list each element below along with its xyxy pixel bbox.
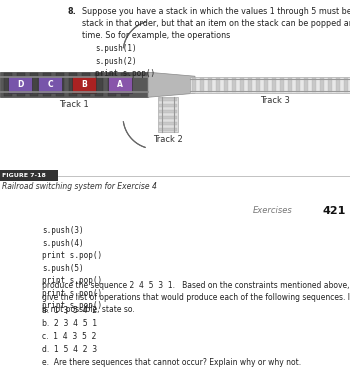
Bar [320,78,324,92]
Bar [159,116,177,119]
Text: c.  1  4  3  5  2: c. 1 4 3 5 2 [42,332,96,341]
Bar [121,73,129,96]
Bar [288,78,292,92]
Bar [336,78,340,92]
Bar [4,73,12,96]
Text: FIGURE 7-18: FIGURE 7-18 [2,173,46,178]
Bar [272,78,276,92]
Bar [158,97,178,132]
Bar [95,73,103,96]
Bar [328,78,332,92]
Bar [159,123,177,125]
Text: e.  Are there sequences that cannot occur? Explain why or why not.: e. Are there sequences that cannot occur… [42,358,301,367]
Bar [30,73,38,96]
Bar [216,78,220,92]
Bar [56,73,64,96]
Text: Track 3: Track 3 [260,96,290,105]
Text: a.  1  3  5  4  2: a. 1 3 5 4 2 [42,306,97,315]
Bar [38,76,62,93]
Text: Track 2: Track 2 [153,135,183,144]
Text: 421: 421 [323,206,346,216]
Bar [240,78,244,92]
Bar [224,78,228,92]
Bar [159,110,177,113]
Bar [280,78,284,92]
Bar [312,78,316,92]
Bar [72,76,96,93]
Text: A: A [117,80,123,89]
Polygon shape [148,72,195,97]
Text: Track 1: Track 1 [59,100,89,109]
Bar [159,128,177,131]
Bar [256,78,260,92]
Bar [82,73,90,96]
Bar [8,76,32,93]
Bar [264,78,268,92]
Bar [296,78,300,92]
Text: produce the sequence 2  4  5  3  1.   Based on the constraints mentioned above,
: produce the sequence 2 4 5 3 1. Based on… [42,281,350,314]
Bar [248,78,252,92]
Bar [344,78,348,92]
Bar [0,72,148,97]
Text: B: B [81,80,87,89]
Bar [200,78,204,92]
Bar [159,104,177,107]
Bar [108,76,132,93]
Bar [0,170,58,180]
Bar [208,78,212,92]
Bar [108,73,116,96]
Text: D: D [17,80,23,89]
Bar [69,73,77,96]
Text: Exercises: Exercises [253,206,293,215]
Bar [232,78,236,92]
Bar [190,77,350,93]
Text: s.push(1)
s.push(2)
print s.pop(): s.push(1) s.push(2) print s.pop() [95,44,155,78]
Bar [17,73,25,96]
Text: d.  1  5  4  2  3: d. 1 5 4 2 3 [42,345,97,354]
Text: C: C [47,80,53,89]
Text: Suppose you have a stack in which the values 1 through 5 must be pushed on the
s: Suppose you have a stack in which the va… [82,7,350,40]
Text: s.push(3)
s.push(4)
print s.pop()
s.push(5)
print s.pop()
print s.pop()
print s.: s.push(3) s.push(4) print s.pop() s.push… [42,226,102,310]
Bar [192,78,196,92]
Bar [43,73,51,96]
Bar [304,78,308,92]
Text: b.  2  3  4  5  1: b. 2 3 4 5 1 [42,319,97,328]
Text: Railroad switching system for Exercise 4: Railroad switching system for Exercise 4 [2,182,157,191]
Text: 8.: 8. [68,7,77,16]
Bar [159,98,177,101]
